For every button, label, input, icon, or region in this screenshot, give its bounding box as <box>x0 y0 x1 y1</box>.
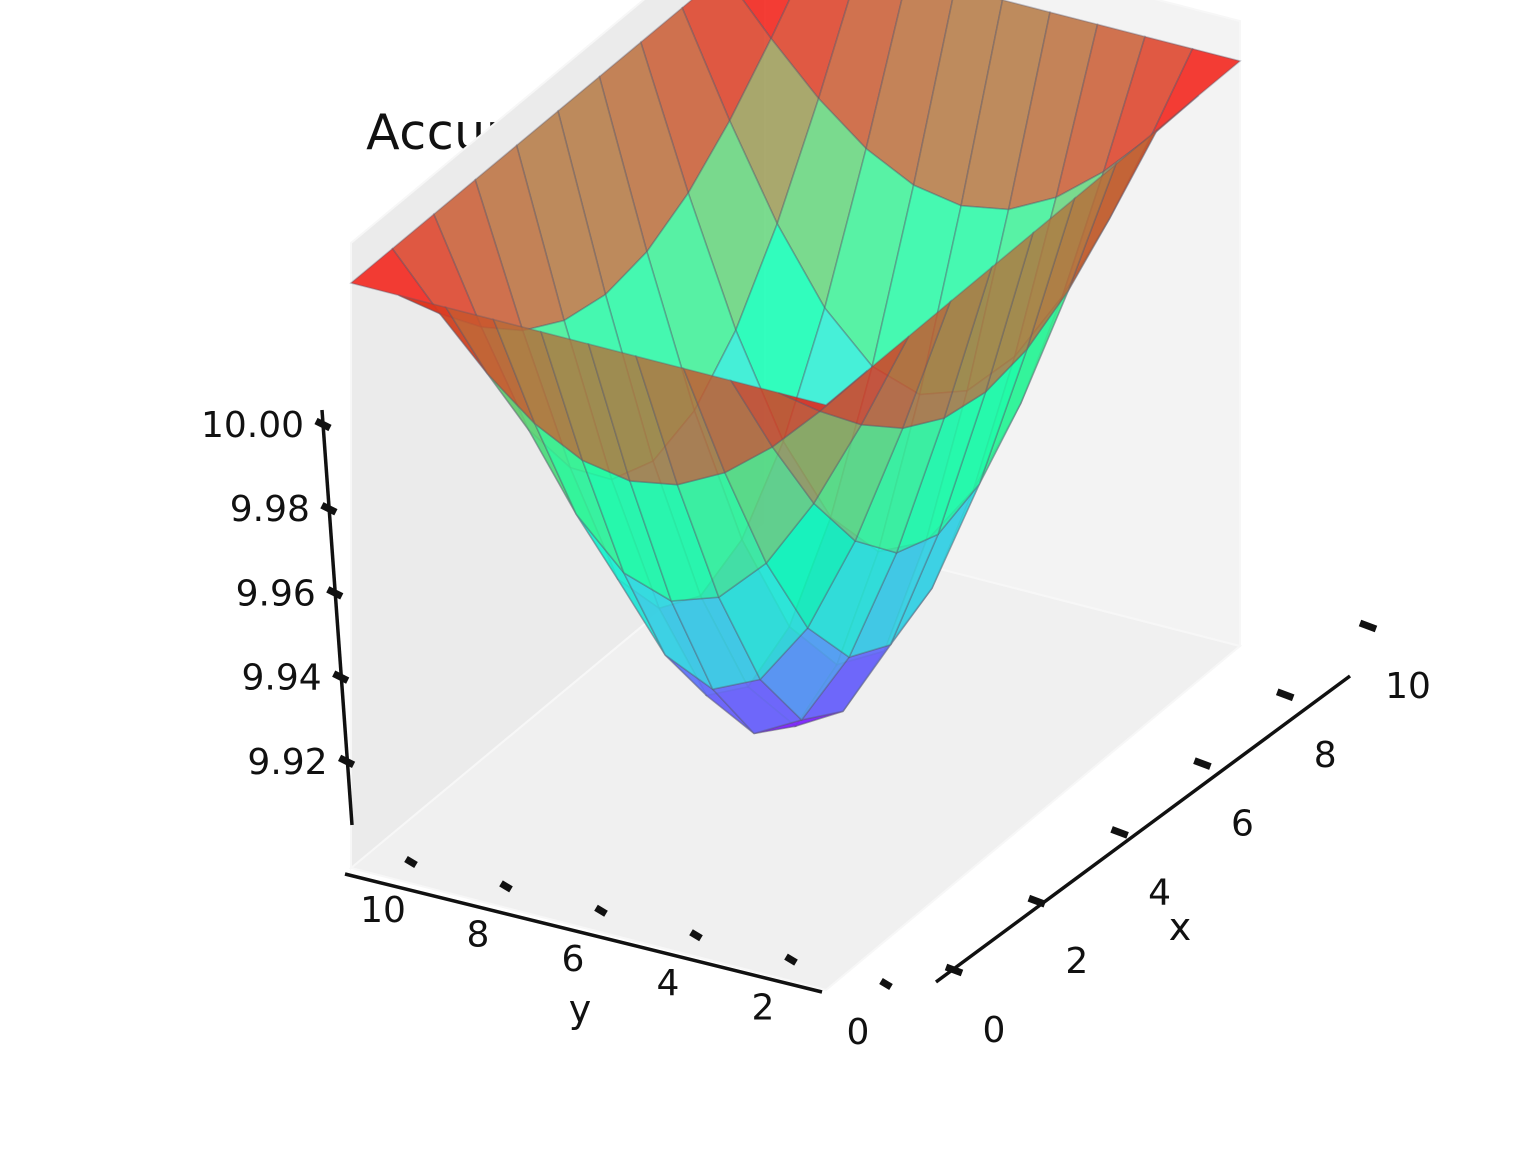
z-tick-label: 9.92 <box>247 742 327 783</box>
x-axis-line <box>934 674 1352 984</box>
y-tick <box>784 953 798 966</box>
surface-patch <box>1067 129 1158 291</box>
z-tick <box>326 586 344 600</box>
x-tick <box>944 963 964 977</box>
x-tick-label: 0 <box>983 1010 1006 1051</box>
x-tick-label: 6 <box>1231 804 1254 845</box>
y-tick <box>879 977 893 991</box>
y-tick <box>499 880 513 893</box>
y-tick-label: 10 <box>360 890 406 931</box>
surface-patch <box>742 0 791 41</box>
surface-patch <box>1026 161 1118 350</box>
z-axis-line <box>320 409 354 826</box>
x-axis-label: x <box>1169 905 1192 949</box>
y-axis-label: y <box>569 987 592 1031</box>
y-tick-label: 4 <box>657 963 680 1004</box>
surface-patch <box>581 458 673 603</box>
y-tick-label: 6 <box>562 939 585 980</box>
axes: 0 2 4 6 8 10 0 2 4 6 8 10 9.92 9.94 9.96 9.98 10.00 x y <box>201 405 1431 1053</box>
z-tick-label: 10.00 <box>201 405 304 446</box>
y-tick <box>689 929 703 942</box>
y-axis-line <box>344 872 823 994</box>
z-tick-label: 9.96 <box>236 573 316 614</box>
surface-patch <box>960 0 1051 211</box>
x-tick <box>1027 894 1047 908</box>
surface-patch <box>729 379 822 449</box>
surface-patch <box>778 369 868 413</box>
x-tick <box>1275 688 1295 702</box>
x-tick <box>1110 826 1129 839</box>
y-tick-label: 0 <box>847 1012 870 1053</box>
y-tick <box>404 855 418 869</box>
x-tick-label: 4 <box>1148 872 1171 913</box>
surface-patch <box>1150 47 1242 137</box>
z-tick-label: 9.94 <box>242 658 322 699</box>
x-tick-label: 8 <box>1314 735 1337 776</box>
x-tick <box>1193 757 1212 770</box>
z-tick-label: 9.98 <box>230 489 310 530</box>
x-tick-label: 10 <box>1385 666 1431 707</box>
z-tick <box>338 754 356 768</box>
y-tick-label: 2 <box>752 988 775 1029</box>
x-tick <box>1358 619 1378 633</box>
surface-patch <box>349 247 443 316</box>
z-tick <box>314 417 332 432</box>
surface-mesh <box>349 0 1242 735</box>
x-tick-label: 2 <box>1065 941 1088 982</box>
y-tick <box>594 904 608 917</box>
z-tick <box>320 502 338 516</box>
z-tick <box>332 670 350 684</box>
surface-patch <box>676 471 768 599</box>
y-tick-label: 8 <box>467 914 490 955</box>
